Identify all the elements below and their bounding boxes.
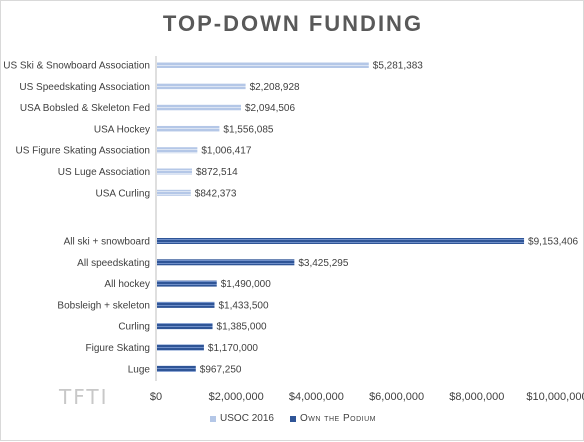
bars-layer: US Ski & Snowboard Association $5,281,383…	[3, 61, 578, 376]
value-label: $872,514	[196, 167, 238, 178]
bar	[157, 365, 196, 372]
value-label: $1,556,085	[223, 124, 273, 135]
legend-item-otp: Own the Podium	[289, 413, 376, 424]
value-label: $1,433,500	[218, 300, 268, 311]
category-label: All speedskating	[77, 258, 150, 269]
value-label: $1,170,000	[208, 343, 258, 354]
value-label: $967,250	[200, 364, 242, 375]
value-label: $2,094,506	[245, 103, 295, 114]
value-label: $2,208,928	[250, 82, 300, 93]
category-label: US Figure Skating Association	[15, 146, 150, 157]
value-label: $1,490,000	[221, 279, 271, 290]
category-label: USA Curling	[96, 188, 150, 199]
x-tick-label: $0	[150, 391, 162, 403]
bar	[157, 344, 204, 351]
category-label: Curling	[118, 322, 150, 333]
legend-swatch-otp	[289, 415, 296, 422]
value-label: $842,373	[195, 188, 237, 199]
axis-layer: $0 $2,000,000 $4,000,000 $6,000,000 $8,000,0…	[150, 56, 584, 403]
category-label: Luge	[128, 364, 151, 375]
bar	[157, 62, 369, 68]
legend-label-usoc: USOC 2016	[220, 413, 274, 424]
category-label: Bobsleigh + skeleton	[57, 300, 150, 311]
legend-label-otp: Own the Podium	[299, 413, 376, 424]
bar	[157, 168, 192, 175]
value-label: $3,425,295	[298, 258, 348, 269]
x-tick-label: $4,000,000	[289, 391, 344, 403]
chart-title: TOP-DOWN FUNDING	[162, 11, 424, 36]
bar	[157, 104, 241, 111]
value-label: $1,006,417	[201, 146, 251, 157]
bar	[157, 147, 198, 154]
bar	[157, 280, 217, 287]
category-label: USA Bobsled & Skeleton Fed	[20, 103, 150, 114]
category-label: US Luge Association	[58, 167, 150, 178]
x-tick-label: $10,000,000	[526, 391, 584, 403]
value-label: $1,385,000	[217, 322, 267, 333]
x-tick-label: $6,000,000	[369, 391, 424, 403]
x-tick-label: $2,000,000	[209, 391, 264, 403]
category-label: All hockey	[104, 279, 150, 290]
category-label: US Ski & Snowboard Association	[3, 61, 150, 72]
bar	[157, 259, 295, 266]
legend-item-usoc: USOC 2016	[210, 413, 274, 424]
bar	[157, 83, 246, 90]
tfti-watermark: TFTI	[59, 385, 109, 409]
category-label: Figure Skating	[86, 343, 150, 354]
bar	[157, 301, 215, 308]
value-label: $9,153,406	[528, 237, 578, 248]
bar	[157, 238, 525, 244]
legend: USOC 2016 Own the Podium	[1, 413, 584, 424]
bar	[157, 189, 191, 196]
category-label: All ski + snowboard	[64, 237, 150, 248]
bar	[157, 323, 213, 330]
legend-swatch-usoc	[210, 415, 217, 422]
bar	[157, 125, 220, 132]
category-label: US Speedskating Association	[19, 82, 150, 93]
x-tick-label: $8,000,000	[449, 391, 504, 403]
value-label: $5,281,383	[373, 61, 423, 72]
category-label: USA Hockey	[94, 124, 150, 135]
